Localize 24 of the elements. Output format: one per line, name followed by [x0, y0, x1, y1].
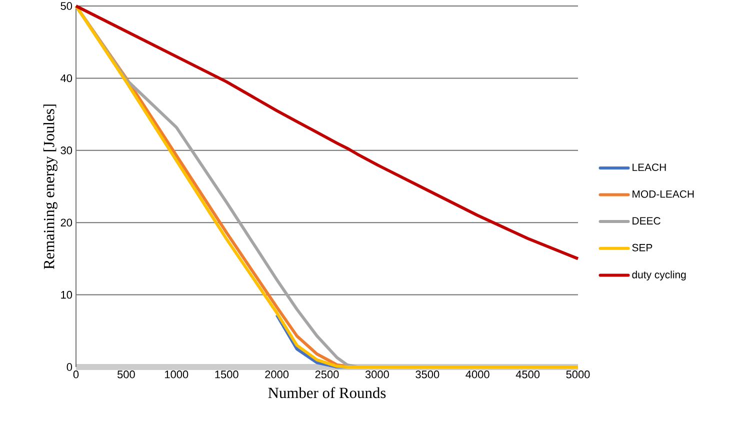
y-axis-title: Remaining energy [Joules]	[43, 104, 58, 270]
y-tick-label: 10	[61, 290, 72, 299]
y-tick-label: 40	[60, 74, 72, 82]
x-tick-label: 4500	[516, 370, 540, 378]
x-tick-label: 5000	[566, 370, 590, 378]
x-tick-label: 3500	[416, 370, 440, 378]
y-tick-label: 0	[66, 363, 72, 371]
legend-label: SEP	[632, 244, 652, 252]
x-tick-label: 0	[73, 370, 79, 378]
y-tick-label: 30	[60, 146, 72, 154]
x-tick-label: 2500	[315, 370, 339, 378]
x-tick-label: 1500	[215, 370, 238, 378]
x-tick-label: 4000	[466, 370, 490, 378]
y-tick-label: 50	[60, 2, 72, 10]
legend-label: duty cycling	[632, 270, 686, 280]
y-tick-label: 20	[60, 218, 72, 226]
legend-label: LEACH	[632, 164, 666, 171]
x-tick-label: 2000	[265, 370, 289, 378]
legend-label: DEEC	[632, 217, 660, 225]
x-tick-label: 1000	[165, 370, 188, 378]
x-axis-title: Number of Rounds	[268, 387, 386, 398]
legend-label: MOD-LEACH	[632, 190, 694, 198]
x-tick-label: 3000	[365, 370, 389, 378]
x-tick-label: 500	[117, 370, 135, 378]
